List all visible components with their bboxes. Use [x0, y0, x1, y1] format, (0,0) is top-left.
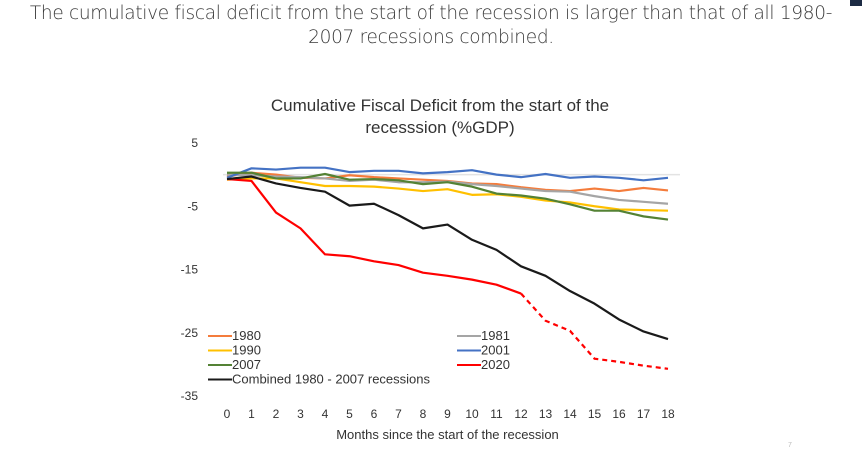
- legend-label: 2007: [232, 357, 261, 372]
- legend-item-combined-1980-2007-recessions: Combined 1980 - 2007 recessions: [208, 372, 431, 387]
- y-axis-ticks: 5 -5 -15 -25 -35: [181, 136, 199, 403]
- x-tick-label: 3: [297, 407, 304, 421]
- legend-label: 1981: [481, 328, 510, 343]
- x-tick-label: 13: [539, 407, 553, 421]
- y-tick-label: 5: [191, 136, 198, 150]
- x-tick-label: 2: [273, 407, 280, 421]
- legend-item-1981: 1981: [457, 328, 510, 343]
- legend-label: 1990: [232, 343, 261, 358]
- y-tick-label: -35: [181, 389, 199, 403]
- x-tick-label: 0: [224, 407, 231, 421]
- x-tick-label: 5: [346, 407, 353, 421]
- x-tick-label: 18: [661, 407, 675, 421]
- series-combined-1980-2007-recessions: [226, 175, 669, 341]
- corner-decoration: [850, 0, 862, 6]
- series-line-actual: [226, 177, 522, 295]
- x-tick-label: 1: [248, 407, 255, 421]
- legend-label: Combined 1980 - 2007 recessions: [232, 372, 431, 387]
- x-tick-label: 8: [420, 407, 427, 421]
- page-number: 7: [788, 442, 792, 449]
- slide-title-line1: The cumulative fiscal deficit from the s…: [29, 3, 833, 24]
- chart-title-line2: recesssion (%GDP): [365, 118, 515, 137]
- slide-title-line2: 2007 recessions combined.: [308, 27, 554, 48]
- legend-label: 2001: [481, 343, 510, 358]
- series-line: [226, 175, 669, 341]
- x-tick-label: 6: [371, 407, 378, 421]
- legend-label: 2020: [481, 357, 510, 372]
- x-tick-label: 14: [563, 407, 577, 421]
- x-tick-label: 10: [465, 407, 479, 421]
- x-tick-label: 17: [637, 407, 651, 421]
- series-line: [227, 171, 669, 221]
- legend-item-2001: 2001: [457, 343, 510, 358]
- x-tick-label: 15: [588, 407, 602, 421]
- series-2007: [226, 171, 669, 221]
- x-tick-label: 16: [612, 407, 626, 421]
- x-tick-label: 9: [444, 407, 451, 421]
- x-axis-label: Months since the start of the recession: [336, 427, 559, 442]
- series-group: [226, 166, 669, 370]
- x-axis-ticks: 0 1 2 3 4 5 6 7 8 9 10 11 12 13 14 15 16 17 18: [224, 407, 675, 421]
- x-tick-label: 12: [514, 407, 528, 421]
- slide-title: The cumulative fiscal deficit from the s…: [0, 2, 862, 50]
- y-tick-label: -15: [181, 263, 199, 277]
- x-tick-label: 11: [490, 407, 503, 421]
- legend-item-1990: 1990: [208, 343, 261, 358]
- series-2001: [226, 166, 669, 182]
- legend-item-2007: 2007: [208, 357, 261, 372]
- x-tick-label: 4: [322, 407, 329, 421]
- x-tick-label: 7: [395, 407, 402, 421]
- y-tick-label: -5: [187, 199, 198, 213]
- legend-item-2020: 2020: [457, 357, 510, 372]
- y-tick-label: -25: [181, 326, 199, 340]
- chart-title-line1: Cumulative Fiscal Deficit from the start…: [270, 96, 610, 115]
- legend-item-1980: 1980: [208, 328, 261, 343]
- legend-label: 1980: [232, 328, 261, 343]
- chart-title: Cumulative Fiscal Deficit from the start…: [210, 95, 670, 139]
